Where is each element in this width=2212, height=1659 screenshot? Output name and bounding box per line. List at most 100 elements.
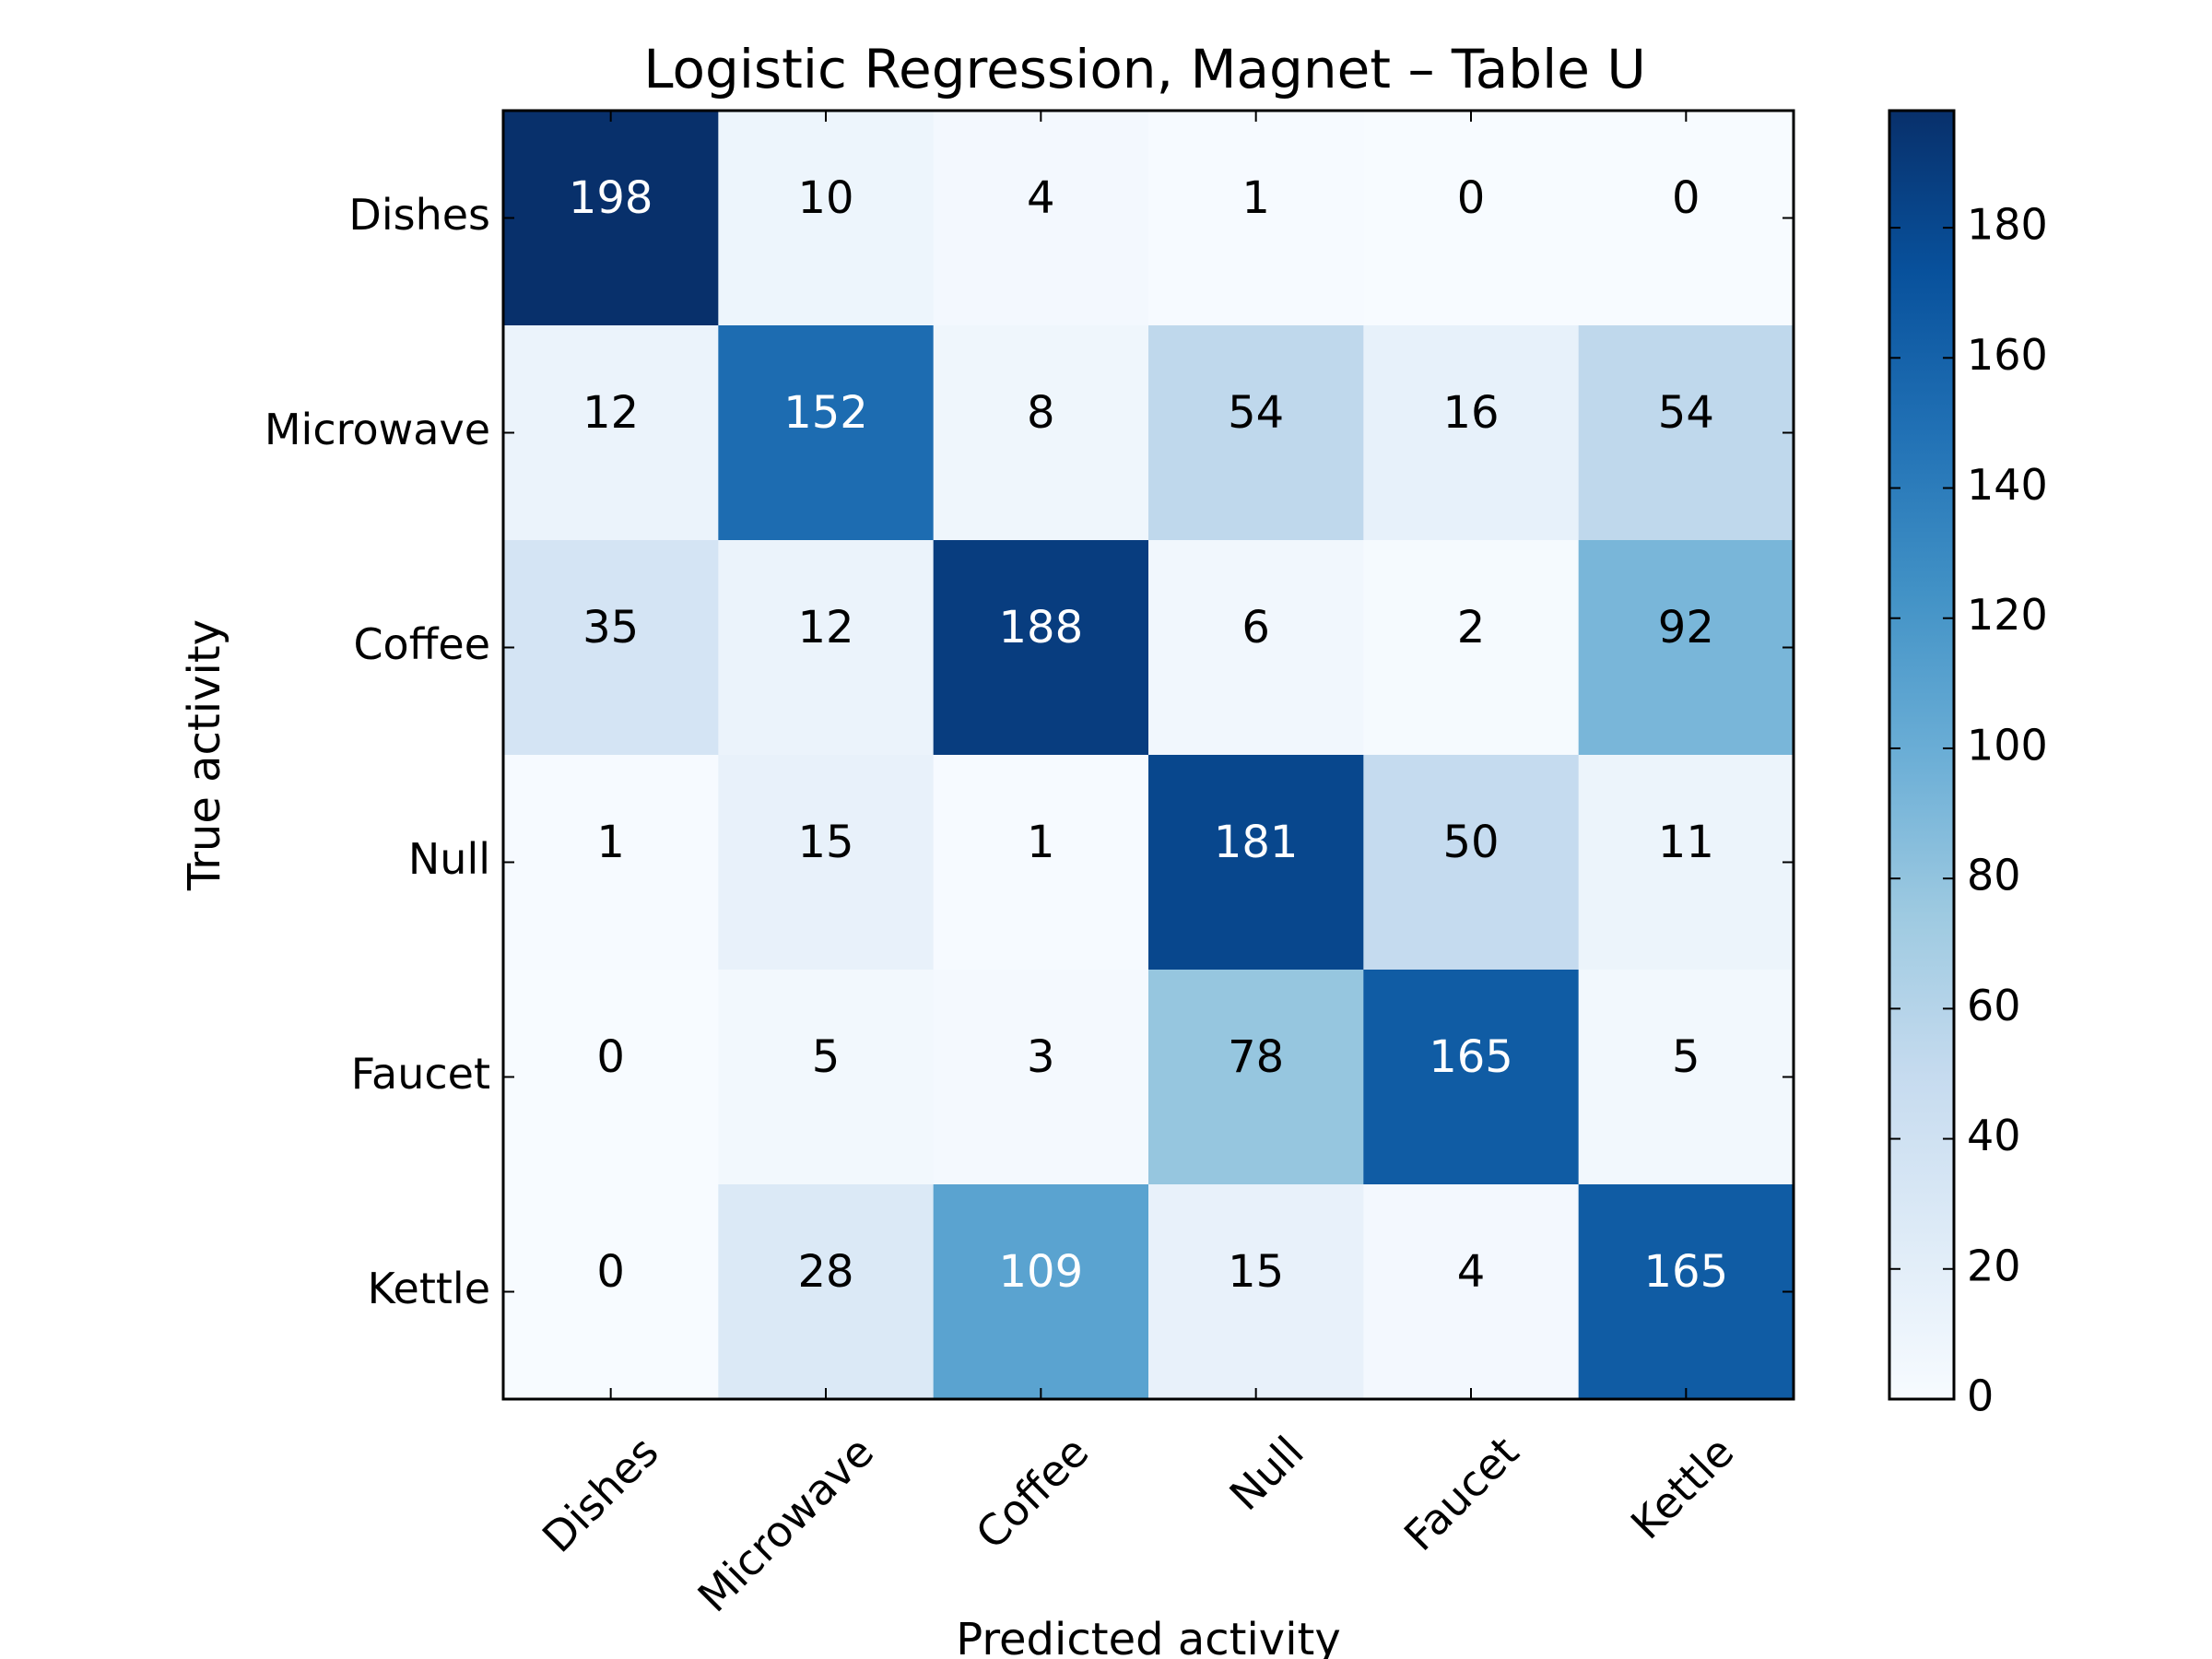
y-tick-label: Coffee bbox=[353, 619, 490, 669]
heatmap-cell bbox=[933, 1184, 1149, 1400]
cell-value-label: 4 bbox=[1027, 172, 1055, 224]
colorbar-tick-label: 40 bbox=[1967, 1111, 2021, 1160]
heatmap-cell bbox=[718, 970, 935, 1185]
cell-value-label: 4 bbox=[1457, 1246, 1486, 1298]
heatmap-cell bbox=[718, 1184, 935, 1400]
cell-value-label: 5 bbox=[812, 1031, 841, 1083]
heatmap-cell bbox=[1148, 970, 1364, 1185]
cell-value-label: 188 bbox=[999, 602, 1084, 653]
heatmap-cell bbox=[1363, 325, 1580, 541]
colorbar-tick-label: 140 bbox=[1967, 460, 2048, 510]
heatmap-cell bbox=[1148, 1184, 1364, 1400]
cell-value-label: 54 bbox=[1228, 387, 1284, 439]
heatmap-cell bbox=[1578, 540, 1794, 756]
cell-value-label: 12 bbox=[797, 602, 853, 653]
colorbar-tick-label: 0 bbox=[1967, 1371, 1994, 1421]
cell-value-label: 11 bbox=[1658, 817, 1714, 868]
heatmap-cell bbox=[503, 755, 719, 971]
cell-value-label: 92 bbox=[1658, 602, 1714, 653]
cell-value-label: 198 bbox=[569, 172, 653, 224]
colorbar-tick-label: 160 bbox=[1967, 330, 2048, 380]
x-axis-label: Predicted activity bbox=[956, 1614, 1341, 1659]
y-axis-ticks: Dishes Microwave Coffee Null Faucet Kettle bbox=[265, 190, 1794, 1313]
y-tick-label: Microwave bbox=[265, 405, 490, 454]
heatmap-cell bbox=[503, 111, 719, 326]
cell-value-label: 0 bbox=[1672, 172, 1700, 224]
colorbar-ticks: 0 20 40 60 80 100 120 140 160 180 bbox=[1889, 200, 2048, 1421]
cell-value-label: 5 bbox=[1672, 1031, 1700, 1083]
heatmap-cell bbox=[503, 540, 719, 756]
cell-value-label: 1 bbox=[1027, 817, 1055, 868]
colorbar-tick-label: 60 bbox=[1967, 981, 2021, 1030]
y-tick-label: Kettle bbox=[368, 1264, 490, 1313]
cell-value-label: 0 bbox=[1457, 172, 1486, 224]
heatmap-cell bbox=[1363, 111, 1580, 326]
colorbar-tick-label: 100 bbox=[1967, 720, 2048, 770]
x-tick-label: Kettle bbox=[1621, 1427, 1743, 1548]
colorbar-tick-label: 20 bbox=[1967, 1241, 2021, 1290]
cell-value-label: 54 bbox=[1658, 387, 1714, 439]
cell-value-label: 3 bbox=[1027, 1031, 1055, 1083]
plot-frame bbox=[501, 109, 1795, 1401]
heatmap-cell bbox=[718, 325, 935, 541]
cell-value-label: 35 bbox=[582, 602, 639, 653]
heatmap-cell bbox=[1363, 970, 1580, 1185]
cell-value-label: 8 bbox=[1027, 387, 1055, 439]
heatmap-cell bbox=[1363, 540, 1580, 756]
heatmap-cell bbox=[1148, 111, 1364, 326]
colorbar-tick-label: 80 bbox=[1967, 851, 2021, 900]
x-tick-label: Coffee bbox=[966, 1427, 1098, 1559]
heatmap-cell bbox=[1363, 755, 1580, 971]
x-tick-label: Null bbox=[1220, 1427, 1313, 1520]
x-tick-label: Faucet bbox=[1394, 1427, 1528, 1560]
cell-value-label: 1 bbox=[596, 817, 625, 868]
cell-value-label: 152 bbox=[783, 387, 868, 439]
heatmap-cell bbox=[1148, 325, 1364, 541]
heatmap-cell bbox=[503, 970, 719, 1185]
cell-value-label: 50 bbox=[1442, 817, 1499, 868]
cell-value-label: 165 bbox=[1429, 1031, 1513, 1083]
heatmap-cell bbox=[503, 1184, 719, 1400]
cell-value-label: 1 bbox=[1241, 172, 1270, 224]
cell-value-label: 109 bbox=[999, 1246, 1084, 1298]
y-tick-label: Null bbox=[408, 834, 490, 884]
colorbar-tick-label: 120 bbox=[1967, 590, 2048, 640]
cell-value-label: 28 bbox=[797, 1246, 853, 1298]
heatmap-cell bbox=[503, 325, 719, 541]
cell-value-label: 10 bbox=[797, 172, 853, 224]
heatmap-cell bbox=[1578, 325, 1794, 541]
y-axis-label: True activity bbox=[179, 619, 230, 891]
cell-value-label: 15 bbox=[797, 817, 853, 868]
heatmap-cell bbox=[933, 755, 1149, 971]
heatmap-cells bbox=[503, 111, 1794, 1400]
cell-value-label: 15 bbox=[1228, 1246, 1284, 1298]
cell-value-label: 16 bbox=[1442, 387, 1499, 439]
heatmap-cell bbox=[1578, 111, 1794, 326]
heatmap-cell bbox=[1578, 755, 1794, 971]
heatmap-cell bbox=[718, 755, 935, 971]
heatmap-cell bbox=[933, 111, 1149, 326]
heatmap-cell bbox=[1148, 755, 1364, 971]
x-tick-label: Microwave bbox=[688, 1427, 884, 1622]
heatmap-cell bbox=[1148, 540, 1364, 756]
colorbar bbox=[1888, 109, 1956, 1401]
x-tick-label: Dishes bbox=[533, 1427, 668, 1562]
cell-value-label: 6 bbox=[1241, 602, 1270, 653]
heatmap-cell bbox=[718, 111, 935, 326]
heatmap-cell bbox=[1363, 1184, 1580, 1400]
heatmap-cell bbox=[1578, 1184, 1794, 1400]
cell-value-label: 165 bbox=[1644, 1246, 1729, 1298]
cell-value-label: 78 bbox=[1228, 1031, 1284, 1083]
heatmap-cell bbox=[933, 970, 1149, 1185]
cell-value-label: 181 bbox=[1214, 817, 1299, 868]
heatmap-cell bbox=[1578, 970, 1794, 1185]
cell-value-label: 0 bbox=[596, 1246, 625, 1298]
cell-value-label: 12 bbox=[582, 387, 639, 439]
colorbar-tick-label: 180 bbox=[1967, 200, 2048, 250]
y-tick-label: Dishes bbox=[348, 190, 490, 240]
heatmap-cell bbox=[933, 325, 1149, 541]
heatmap-cell bbox=[718, 540, 935, 756]
chart-title: Logistic Regression, Magnet – Table U bbox=[643, 38, 1646, 100]
